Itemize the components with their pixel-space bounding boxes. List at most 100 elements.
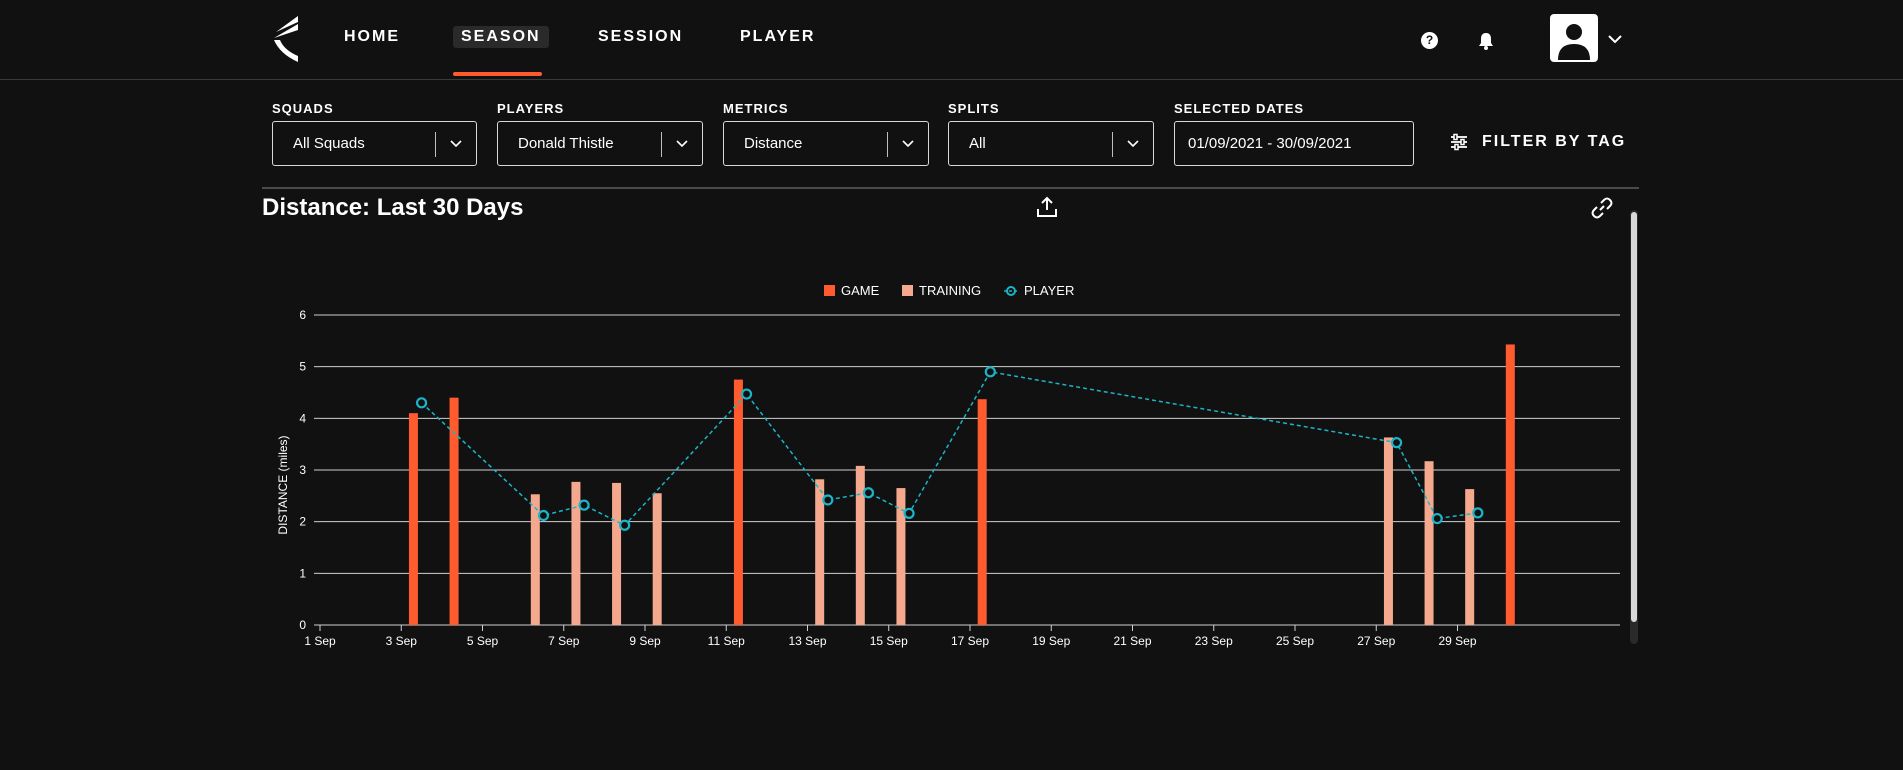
game-bar (733, 379, 743, 625)
training-bar (1424, 461, 1434, 625)
link-icon[interactable] (1590, 196, 1614, 220)
chevron-down-icon[interactable] (901, 138, 915, 150)
y-tick-label: 2 (299, 515, 306, 529)
player-point (415, 397, 428, 409)
players-select-value: Donald Thistle (518, 135, 614, 152)
game-bar (408, 413, 418, 625)
x-tick-label: 19 Sep (1032, 634, 1070, 648)
training-bar (815, 479, 825, 625)
chevron-down-icon[interactable] (1607, 33, 1623, 45)
training-bar (571, 481, 581, 625)
x-tick-label: 17 Sep (951, 634, 989, 648)
players-label: PLAYERS (497, 101, 565, 116)
training-bar (1383, 437, 1393, 625)
x-tick-label: 9 Sep (629, 634, 661, 648)
splits-select[interactable]: All (948, 121, 1154, 166)
x-tick-label: 11 Sep (708, 634, 745, 648)
player-point (984, 366, 996, 378)
help-icon[interactable]: ? (1421, 32, 1438, 49)
chart-scrollbar-thumb[interactable] (1631, 212, 1637, 622)
player-point (822, 494, 834, 506)
selected-dates-label: SELECTED DATES (1174, 101, 1305, 116)
player-point (1390, 437, 1403, 449)
squads-label: SQUADS (272, 101, 334, 116)
metrics-select-value: Distance (744, 135, 803, 152)
x-tick-label: 7 Sep (548, 634, 580, 648)
player-point (903, 507, 915, 519)
player-point (862, 487, 875, 499)
x-tick-label: 21 Sep (1113, 634, 1151, 648)
user-silhouette-icon (1552, 16, 1596, 60)
training-bar (855, 465, 865, 625)
x-tick-label: 3 Sep (386, 634, 418, 648)
bell-icon[interactable] (1477, 31, 1495, 51)
chevron-down-icon[interactable] (675, 138, 689, 150)
training-bar (896, 488, 906, 625)
metrics-select[interactable]: Distance (723, 121, 929, 166)
player-line (421, 371, 1478, 527)
distance-chart: GAME TRAINING PLAYER 0 1 2 3 4 5 6 DISTANCE (miles… (276, 283, 1620, 648)
legend-training-label: TRAINING (919, 283, 981, 298)
game-bar (977, 399, 987, 625)
training-bar (1465, 489, 1475, 625)
training-bar (652, 493, 662, 625)
legend-player-label: PLAYER (1024, 283, 1074, 298)
player-point (740, 388, 753, 400)
y-tick-label: 1 (299, 566, 306, 580)
chevron-down-icon[interactable] (449, 138, 463, 150)
y-tick-label: 3 (299, 463, 306, 477)
select-divider (1112, 132, 1113, 157)
metrics-label: METRICS (723, 101, 789, 116)
player-point (578, 499, 590, 511)
y-tick-label: 6 (299, 308, 306, 322)
legend-training-swatch (902, 285, 913, 296)
y-tick-label: 5 (299, 360, 306, 374)
y-axis-label: DISTANCE (miles) (276, 435, 290, 534)
legend-game-label: GAME (841, 283, 880, 298)
x-tick-label: 15 Sep (870, 634, 908, 648)
splits-select-value: All (969, 135, 986, 152)
training-bar (530, 494, 540, 625)
select-divider (435, 132, 436, 157)
panel-divider (262, 187, 1639, 189)
nav-session[interactable]: SESSION (598, 28, 684, 45)
nav-home[interactable]: HOME (344, 28, 400, 45)
training-bar (612, 482, 622, 625)
date-range-input[interactable]: 01/09/2021 - 30/09/2021 (1174, 121, 1414, 166)
game-bar (1505, 344, 1515, 625)
filter-by-tag-label: FILTER BY TAG (1482, 133, 1627, 150)
squads-select[interactable]: All Squads (272, 121, 477, 166)
x-tick-label: 5 Sep (467, 634, 499, 648)
brand-logo-icon[interactable] (270, 14, 302, 64)
filter-by-tag-button[interactable]: FILTER BY TAG (1450, 130, 1626, 154)
x-tick-label: 23 Sep (1195, 634, 1233, 648)
y-tick-label: 0 (299, 618, 306, 632)
y-tick-label: 4 (299, 411, 306, 425)
user-avatar[interactable] (1550, 14, 1598, 62)
legend-player-marker (1006, 286, 1016, 296)
select-divider (661, 132, 662, 157)
squads-select-value: All Squads (293, 135, 365, 152)
player-point (537, 509, 550, 522)
sliders-icon (1451, 133, 1467, 151)
date-range-value: 01/09/2021 - 30/09/2021 (1188, 135, 1352, 152)
x-tick-label: 13 Sep (788, 634, 826, 648)
nav-season[interactable]: SEASON (453, 26, 549, 48)
x-tick-label: 27 Sep (1357, 634, 1395, 648)
chart-title: Distance: Last 30 Days (262, 194, 524, 221)
players-select[interactable]: Donald Thistle (497, 121, 703, 166)
chevron-down-icon[interactable] (1126, 138, 1140, 150)
game-bar (449, 397, 459, 625)
player-point (1472, 507, 1484, 519)
player-point (619, 519, 631, 531)
export-icon[interactable] (1036, 196, 1058, 218)
legend-game-swatch (824, 285, 835, 296)
splits-label: SPLITS (948, 101, 1000, 116)
select-divider (887, 132, 888, 157)
x-tick-label: 1 Sep (304, 634, 336, 648)
x-tick-label: 25 Sep (1276, 634, 1314, 648)
nav-player[interactable]: PLAYER (740, 28, 816, 45)
top-nav-bar: HOME SEASON SESSION PLAYER ? (0, 0, 1903, 80)
active-nav-indicator (453, 72, 542, 76)
x-tick-label: 29 Sep (1438, 634, 1476, 648)
